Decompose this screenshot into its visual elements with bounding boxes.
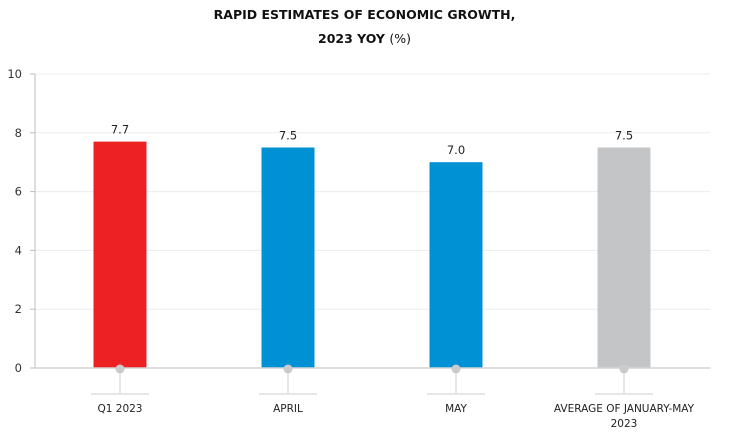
y-tick-label: 8 [15,126,22,140]
data-label: 7.5 [279,129,297,143]
y-tick-label: 0 [15,361,22,375]
data-label: 7.5 [615,129,633,143]
y-tick-label: 10 [7,67,22,81]
bar [597,147,651,368]
x-category-label: APRIL [273,403,303,415]
x-category-label: MAY [445,403,467,415]
chart-title-line2: 2023 YOY (%) [0,31,729,46]
x-category-label: 2023 [611,418,638,430]
chart-title-line1: RAPID ESTIMATES OF ECONOMIC GROWTH, [213,7,516,22]
x-category-label: AVERAGE OF JANUARY-MAY [554,403,695,415]
category-dot [619,364,629,374]
bar [261,147,315,368]
x-category-label: Q1 2023 [97,403,142,415]
category-dot [115,364,125,374]
y-tick-label: 6 [15,185,22,199]
bar [429,162,483,368]
bar [93,141,147,368]
chart-title-year: 2023 YOY [318,31,385,46]
data-label: 7.0 [447,143,465,157]
category-dot [283,364,293,374]
y-tick-label: 4 [15,243,22,257]
data-label: 7.7 [111,123,129,137]
chart-title-unit: (%) [389,31,411,46]
category-dot [451,364,461,374]
y-tick-label: 2 [15,302,22,316]
